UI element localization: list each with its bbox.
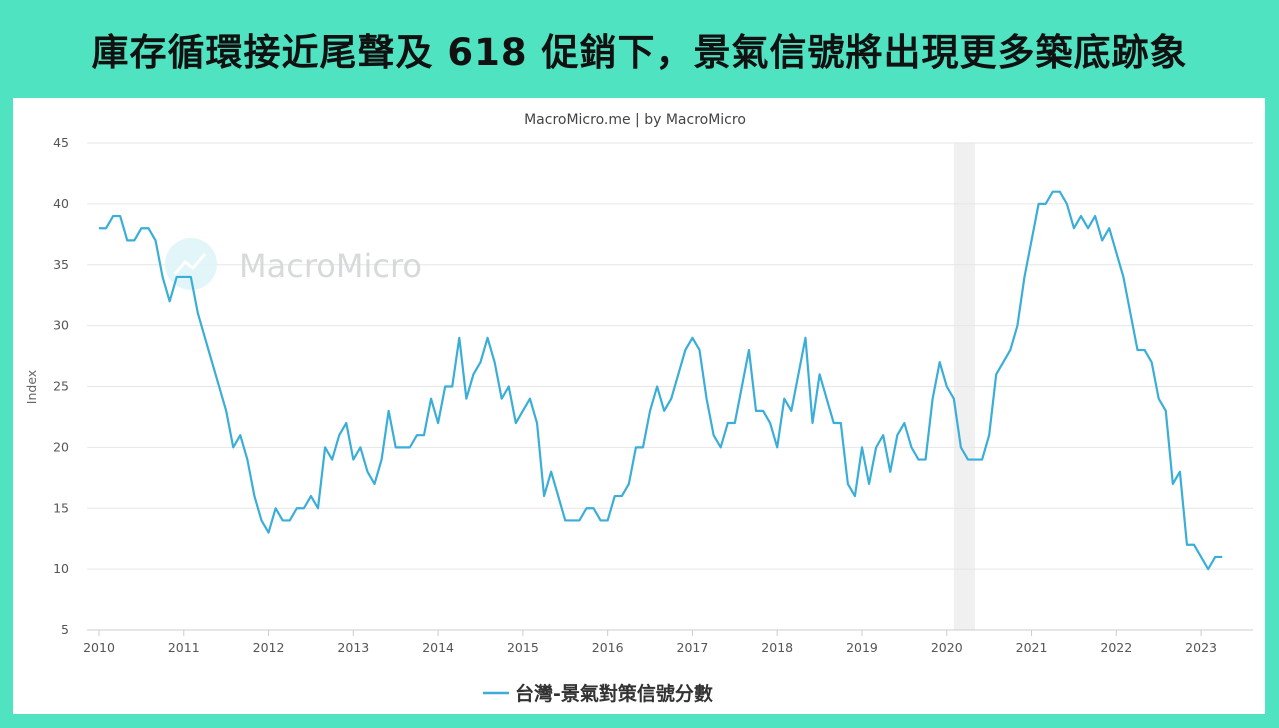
y-tick-label: 15 — [53, 500, 69, 515]
y-tick-label: 45 — [53, 135, 69, 150]
y-tick-label: 5 — [61, 622, 69, 637]
watermark-text: MacroMicro — [239, 247, 422, 285]
headline: 庫存循環接近尾聲及 618 促銷下，景氣信號將出現更多築底跡象 — [91, 31, 1188, 74]
x-tick-label: 2019 — [846, 640, 878, 655]
y-tick-label: 40 — [53, 196, 69, 211]
x-tick-label: 2022 — [1100, 640, 1132, 655]
x-tick-label: 2010 — [83, 640, 115, 655]
watermark-logo-line-icon — [173, 253, 207, 275]
x-tick-label: 2013 — [337, 640, 369, 655]
x-tick-label: 2015 — [507, 640, 539, 655]
y-tick-label: 10 — [53, 561, 69, 576]
x-tick-label: 2021 — [1016, 640, 1048, 655]
legend-label: 台灣-景氣對策信號分數 — [515, 682, 713, 705]
y-tick-label: 25 — [53, 379, 69, 394]
x-tick-label: 2020 — [931, 640, 963, 655]
x-tick-label: 2016 — [592, 640, 624, 655]
series-line — [99, 190, 1223, 571]
y-tick-label: 30 — [53, 318, 69, 333]
x-tick-label: 2012 — [253, 640, 285, 655]
x-tick-labels: 2010 2011 2012 2013 2014 2015 2016 2017 2018 2019… — [83, 630, 1217, 655]
legend[interactable]: 台灣-景氣對策信號分數 — [483, 682, 713, 705]
y-tick-label: 35 — [53, 257, 69, 272]
x-tick-label: 2017 — [677, 640, 709, 655]
y-axis-label: Index — [24, 370, 39, 404]
grid-layer — [87, 142, 1253, 570]
source-label: MacroMicro.me | by MacroMicro — [524, 112, 746, 128]
y-tick-label: 20 — [53, 439, 69, 454]
y-tick-labels: 5 10 15 20 25 30 35 40 45 — [53, 135, 69, 637]
x-tick-label: 2014 — [422, 640, 454, 655]
x-tick-label: 2011 — [168, 640, 200, 655]
watermark: MacroMicro — [165, 238, 422, 290]
chart-card: MacroMicro.me | by MacroMicro MacroMicro… — [13, 98, 1265, 714]
chart: MacroMicro.me | by MacroMicro MacroMicro… — [24, 112, 1253, 705]
x-tick-label: 2018 — [761, 640, 793, 655]
x-tick-label: 2023 — [1185, 640, 1217, 655]
